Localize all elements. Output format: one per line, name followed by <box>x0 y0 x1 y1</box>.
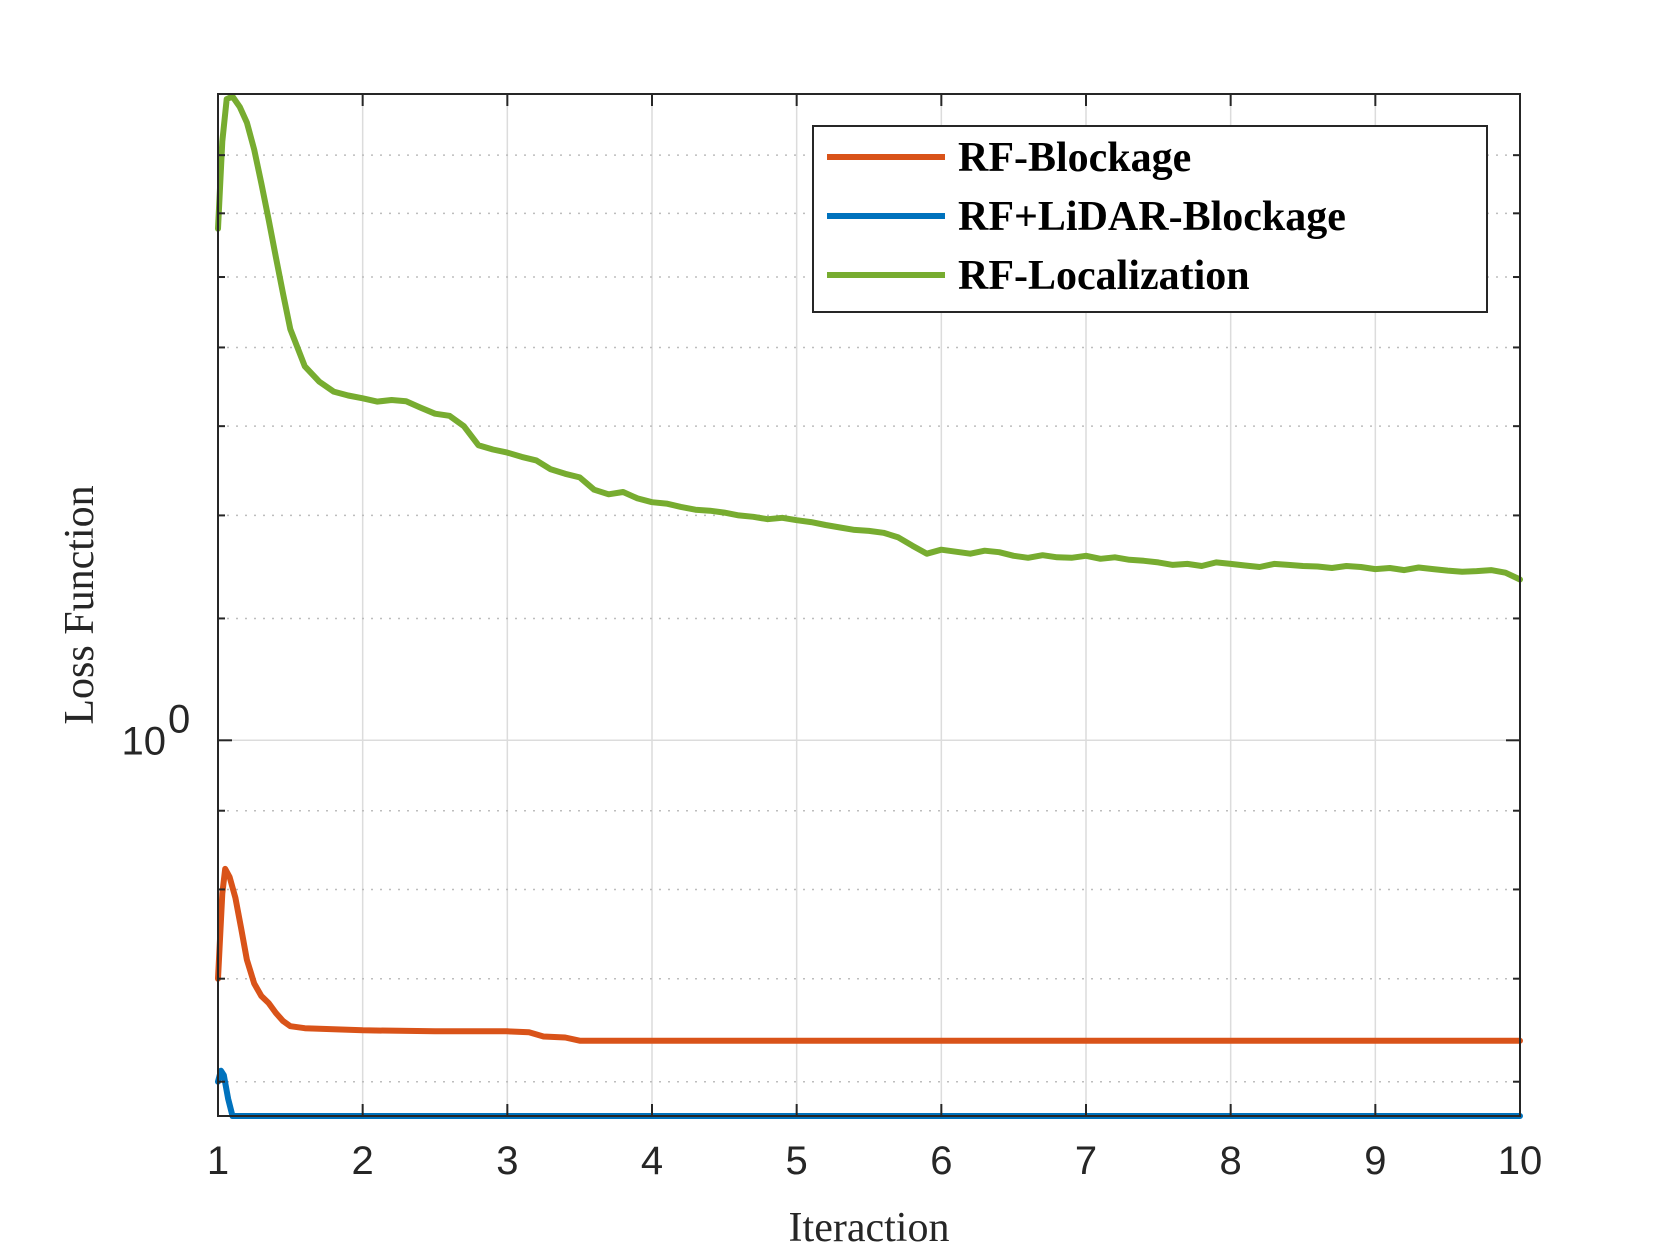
x-tick-label: 5 <box>786 1139 808 1183</box>
legend-label: RF-Localization <box>958 253 1250 299</box>
x-axis-title: Iteraction <box>789 1205 950 1246</box>
legend-label: RF-Blockage <box>958 135 1191 181</box>
series-line-rf-blockage <box>215 865 1523 1044</box>
x-tick-label: 3 <box>496 1139 518 1183</box>
plot-frame <box>217 93 1521 1117</box>
x-tick-label: 8 <box>1220 1139 1242 1183</box>
y-tick-exponent: 0 <box>168 697 190 741</box>
tick-marks <box>217 94 1521 1116</box>
x-tick-label: 1 <box>207 1139 229 1183</box>
x-tick-label: 4 <box>641 1139 663 1183</box>
series-line-rf-localization <box>215 93 1523 583</box>
y-tick-labels: 10 0 <box>122 697 191 763</box>
x-tick-label: 7 <box>1075 1139 1097 1183</box>
y-axis-title: Loss Function <box>57 485 103 724</box>
legend: RF-Blockage RF+LiDAR-Blockage RF-Localizat… <box>812 125 1488 313</box>
x-tick-labels: 1 2 3 4 5 6 7 8 9 10 <box>207 1139 1542 1183</box>
legend-label: RF+LiDAR-Blockage <box>958 194 1346 240</box>
x-tick-label: 9 <box>1364 1139 1386 1183</box>
x-tick-label: 10 <box>1498 1139 1543 1183</box>
y-tick-label: 10 <box>122 719 167 763</box>
x-tick-label: 2 <box>352 1139 374 1183</box>
x-tick-label: 6 <box>930 1139 952 1183</box>
